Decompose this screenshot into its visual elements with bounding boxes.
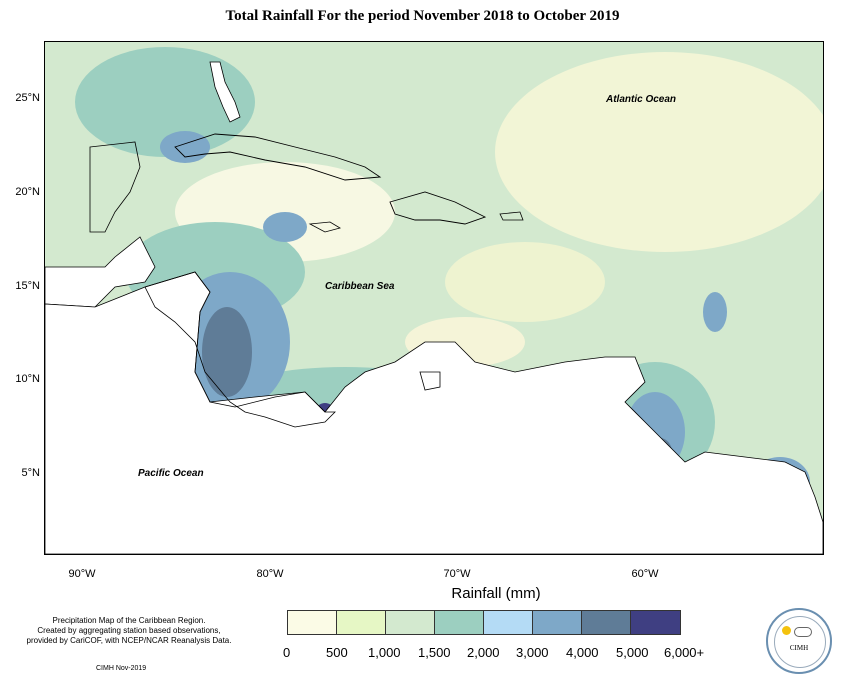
legend-tick: 1,500 [418, 645, 451, 660]
land-jamaica [308, 221, 342, 233]
credit-stamp: CIMH Nov-2019 [96, 665, 147, 672]
rainfall-zone-jamaica [263, 212, 307, 242]
cloud-icon [794, 627, 812, 637]
land-hispaniola [389, 191, 487, 225]
logo-text: CIMH [789, 644, 809, 652]
lat-label: 25°N [15, 92, 40, 104]
lat-label: 15°N [15, 280, 40, 292]
land-yucatan [89, 141, 141, 233]
rainfall-zone-atlantic [495, 52, 823, 252]
lat-label: 10°N [15, 373, 40, 385]
credit-line: Created by aggregating station based obs… [37, 626, 221, 635]
legend-title: Rainfall (mm) [451, 585, 541, 602]
rainfall-map [44, 41, 824, 555]
legend-swatch [631, 611, 680, 634]
cimh-logo: CIMH [766, 608, 832, 674]
legend-color-bar [287, 610, 681, 635]
legend-tick: 1,000 [368, 645, 401, 660]
lat-label: 5°N [21, 467, 40, 479]
rainfall-zone-gulf [75, 47, 255, 157]
legend-tick: 6,000+ [664, 645, 705, 660]
legend-tick: 4,000 [566, 645, 599, 660]
land-puerto-rico [499, 211, 524, 221]
map-title: Total Rainfall For the period November 2… [225, 8, 620, 24]
legend-swatch [484, 611, 533, 634]
credit-text: Precipitation Map of the Caribbean Regio… [14, 616, 244, 646]
rainfall-zone-cuba-west [160, 131, 210, 163]
legend-tick: 3,000 [516, 645, 549, 660]
legend-tick: 2,000 [467, 645, 500, 660]
legend-swatch [582, 611, 631, 634]
lat-label: 20°N [15, 186, 40, 198]
legend-swatch [533, 611, 582, 634]
legend-swatch [337, 611, 386, 634]
credit-line: provided by CariCOF, with NCEP/NCAR Rean… [26, 636, 232, 645]
rainfall-zone-max-nicaragua [202, 307, 252, 397]
logo-ring [774, 616, 826, 668]
legend-tick: 5,000 [616, 645, 649, 660]
lon-label: 90°W [68, 568, 96, 580]
legend-swatch [288, 611, 337, 634]
legend-swatch [386, 611, 435, 634]
pacific-ocean-label: Pacific Ocean [138, 468, 204, 479]
land-florida [209, 61, 241, 123]
rainfall-map-canvas [45, 42, 823, 554]
legend-swatch [435, 611, 484, 634]
lon-label: 60°W [631, 568, 659, 580]
lon-label: 80°W [256, 568, 284, 580]
lon-label: 70°W [443, 568, 471, 580]
rainfall-zone-atlantic-blob [703, 292, 727, 332]
caribbean-sea-label: Caribbean Sea [325, 281, 395, 292]
land-central-america-border [144, 271, 336, 428]
land-cuba [174, 133, 382, 181]
rainfall-zone-east [445, 242, 605, 322]
atlantic-ocean-label: Atlantic Ocean [606, 94, 677, 105]
legend-tick: 0 [283, 645, 291, 660]
legend-tick: 500 [326, 645, 348, 660]
sun-icon [782, 626, 791, 635]
land-gulf-venezuela [419, 371, 441, 391]
credit-line: Precipitation Map of the Caribbean Regio… [52, 616, 206, 625]
